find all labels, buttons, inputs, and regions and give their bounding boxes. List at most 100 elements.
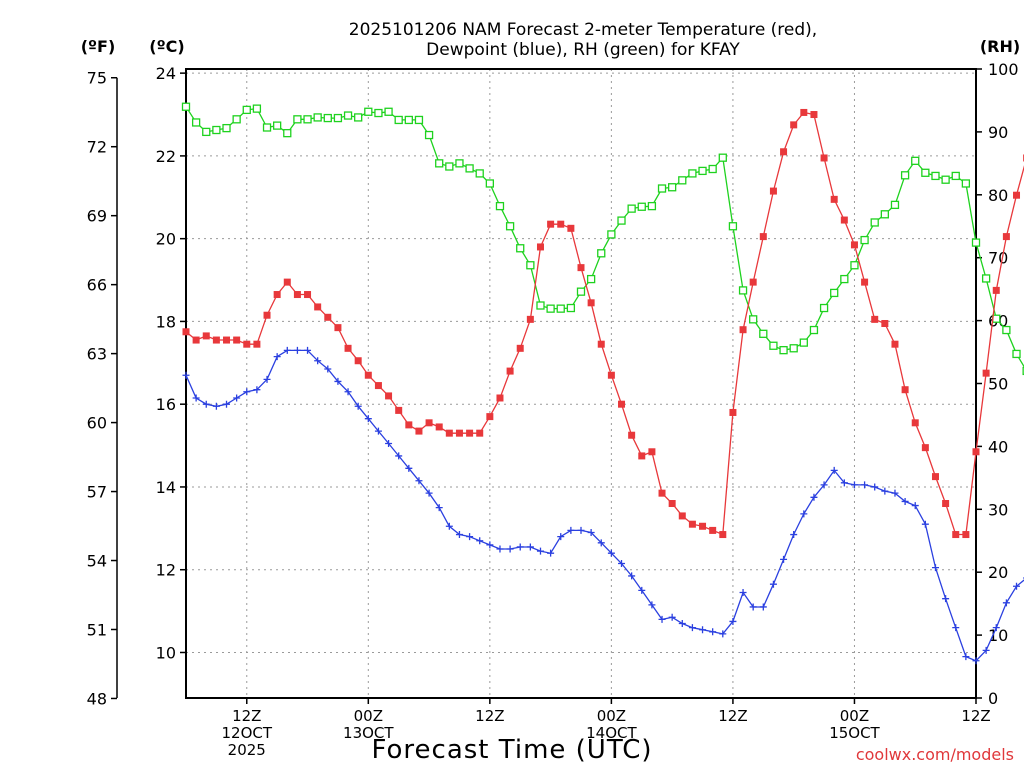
- rh-point: [718, 153, 727, 162]
- rh-point: [840, 274, 849, 284]
- temperature-point: [688, 520, 696, 528]
- dewpoint-point: [273, 353, 281, 361]
- rh-point: [586, 274, 596, 284]
- dewpoint-point: [577, 526, 585, 534]
- rh-tick-label: 40: [988, 437, 1008, 456]
- temperature-point: [901, 386, 909, 394]
- unit-label-rh: (RH): [980, 37, 1020, 56]
- temperature-point: [415, 427, 423, 435]
- temperature-point: [577, 264, 585, 272]
- temperature-point: [709, 526, 717, 534]
- dewpoint-point: [536, 547, 544, 555]
- dewpoint-point: [901, 497, 909, 505]
- rh-point: [1002, 325, 1011, 335]
- rh-point: [576, 287, 586, 296]
- rh-point: [911, 156, 920, 165]
- dewpoint-point: [972, 657, 980, 665]
- temperature-point: [293, 291, 301, 299]
- dewpoint-point: [587, 528, 595, 536]
- rh-point: [414, 115, 424, 125]
- rh-tick-label: 70: [988, 249, 1008, 268]
- rh-tick-label: 100: [988, 60, 1019, 79]
- rh-point: [769, 341, 778, 350]
- fahrenheit-tick-label: 57: [87, 483, 107, 502]
- temperature-point: [871, 315, 879, 323]
- rh-point: [465, 164, 474, 173]
- temperature-point: [395, 406, 403, 414]
- rh-point: [333, 113, 343, 123]
- dewpoint-point: [253, 386, 261, 394]
- temperature-point: [850, 241, 858, 249]
- temperature-point: [931, 473, 939, 481]
- temperature-point: [678, 512, 686, 520]
- dewpoint-point: [395, 452, 403, 460]
- rh-point: [374, 108, 383, 118]
- dewpoint-point: [192, 394, 200, 402]
- temperature-point: [354, 357, 362, 365]
- dewpoint-point: [830, 466, 838, 474]
- temperature-point: [982, 369, 990, 377]
- temperature-point: [304, 291, 312, 299]
- temperature-point: [496, 394, 504, 402]
- temperature-point: [182, 328, 190, 336]
- dewpoint-point: [881, 487, 889, 495]
- dewpoint-point: [992, 624, 1000, 632]
- temperature-point: [658, 489, 666, 497]
- rh-series: [181, 102, 1024, 376]
- temperature-point: [749, 278, 757, 286]
- temperature-point: [597, 340, 605, 348]
- dewpoint-point: [668, 613, 676, 621]
- temperature-point: [233, 336, 241, 344]
- dewpoint-point: [800, 510, 808, 518]
- temperature-point: [466, 429, 474, 437]
- temperature-point: [314, 303, 322, 311]
- temperature-point: [952, 531, 960, 539]
- dewpoint-point: [688, 624, 696, 632]
- celsius-tick-label: 12: [156, 561, 176, 580]
- unit-label-fahrenheit: (ºF): [81, 37, 116, 56]
- dewpoint-point: [719, 630, 727, 638]
- data-series: [181, 102, 1024, 665]
- dewpoint-point: [658, 615, 666, 623]
- dewpoint-point: [729, 617, 737, 625]
- temperature-point: [628, 431, 636, 439]
- temperature-point: [942, 500, 950, 508]
- dewpoint-point: [931, 564, 939, 572]
- temperature-point: [962, 531, 970, 539]
- x-tick-label: 12Z: [475, 707, 504, 725]
- rh-point: [657, 184, 667, 193]
- rh-point: [627, 204, 636, 213]
- chart-title-line1: 2025101206 NAM Forecast 2-meter Temperat…: [349, 20, 817, 40]
- rh-point: [961, 179, 971, 188]
- rh-point: [485, 179, 494, 188]
- x-tick-label: 15OCT: [829, 724, 880, 742]
- temperature-point: [273, 291, 281, 299]
- temperature-point: [526, 315, 534, 323]
- rh-point: [981, 274, 991, 283]
- rh-point: [232, 115, 241, 124]
- dewpoint-point: [202, 400, 210, 408]
- rh-tick-label: 50: [988, 375, 1008, 394]
- fahrenheit-tick-label: 69: [87, 207, 107, 226]
- temperature-point: [911, 419, 919, 427]
- rh-point: [738, 286, 748, 295]
- rh-tick-label: 90: [988, 123, 1008, 142]
- rh-point: [181, 102, 191, 111]
- temperature-point: [800, 108, 808, 116]
- temperature-point: [648, 448, 656, 456]
- dewpoint-point: [364, 415, 372, 423]
- temperature-line: [185, 111, 1024, 536]
- dewpoint-point: [628, 572, 636, 580]
- rh-line: [185, 106, 1024, 368]
- rh-point: [364, 107, 373, 116]
- temperature-point: [506, 367, 514, 375]
- dewpoint-point: [810, 493, 818, 501]
- unit-label-celsius: (ºC): [149, 37, 184, 56]
- temperature-point: [243, 340, 251, 348]
- rh-point: [455, 159, 464, 168]
- celsius-tick-label: 24: [156, 64, 176, 83]
- temperature-point: [405, 421, 413, 429]
- x-tick-label: 13OCT: [343, 724, 394, 742]
- rh-point: [789, 344, 798, 353]
